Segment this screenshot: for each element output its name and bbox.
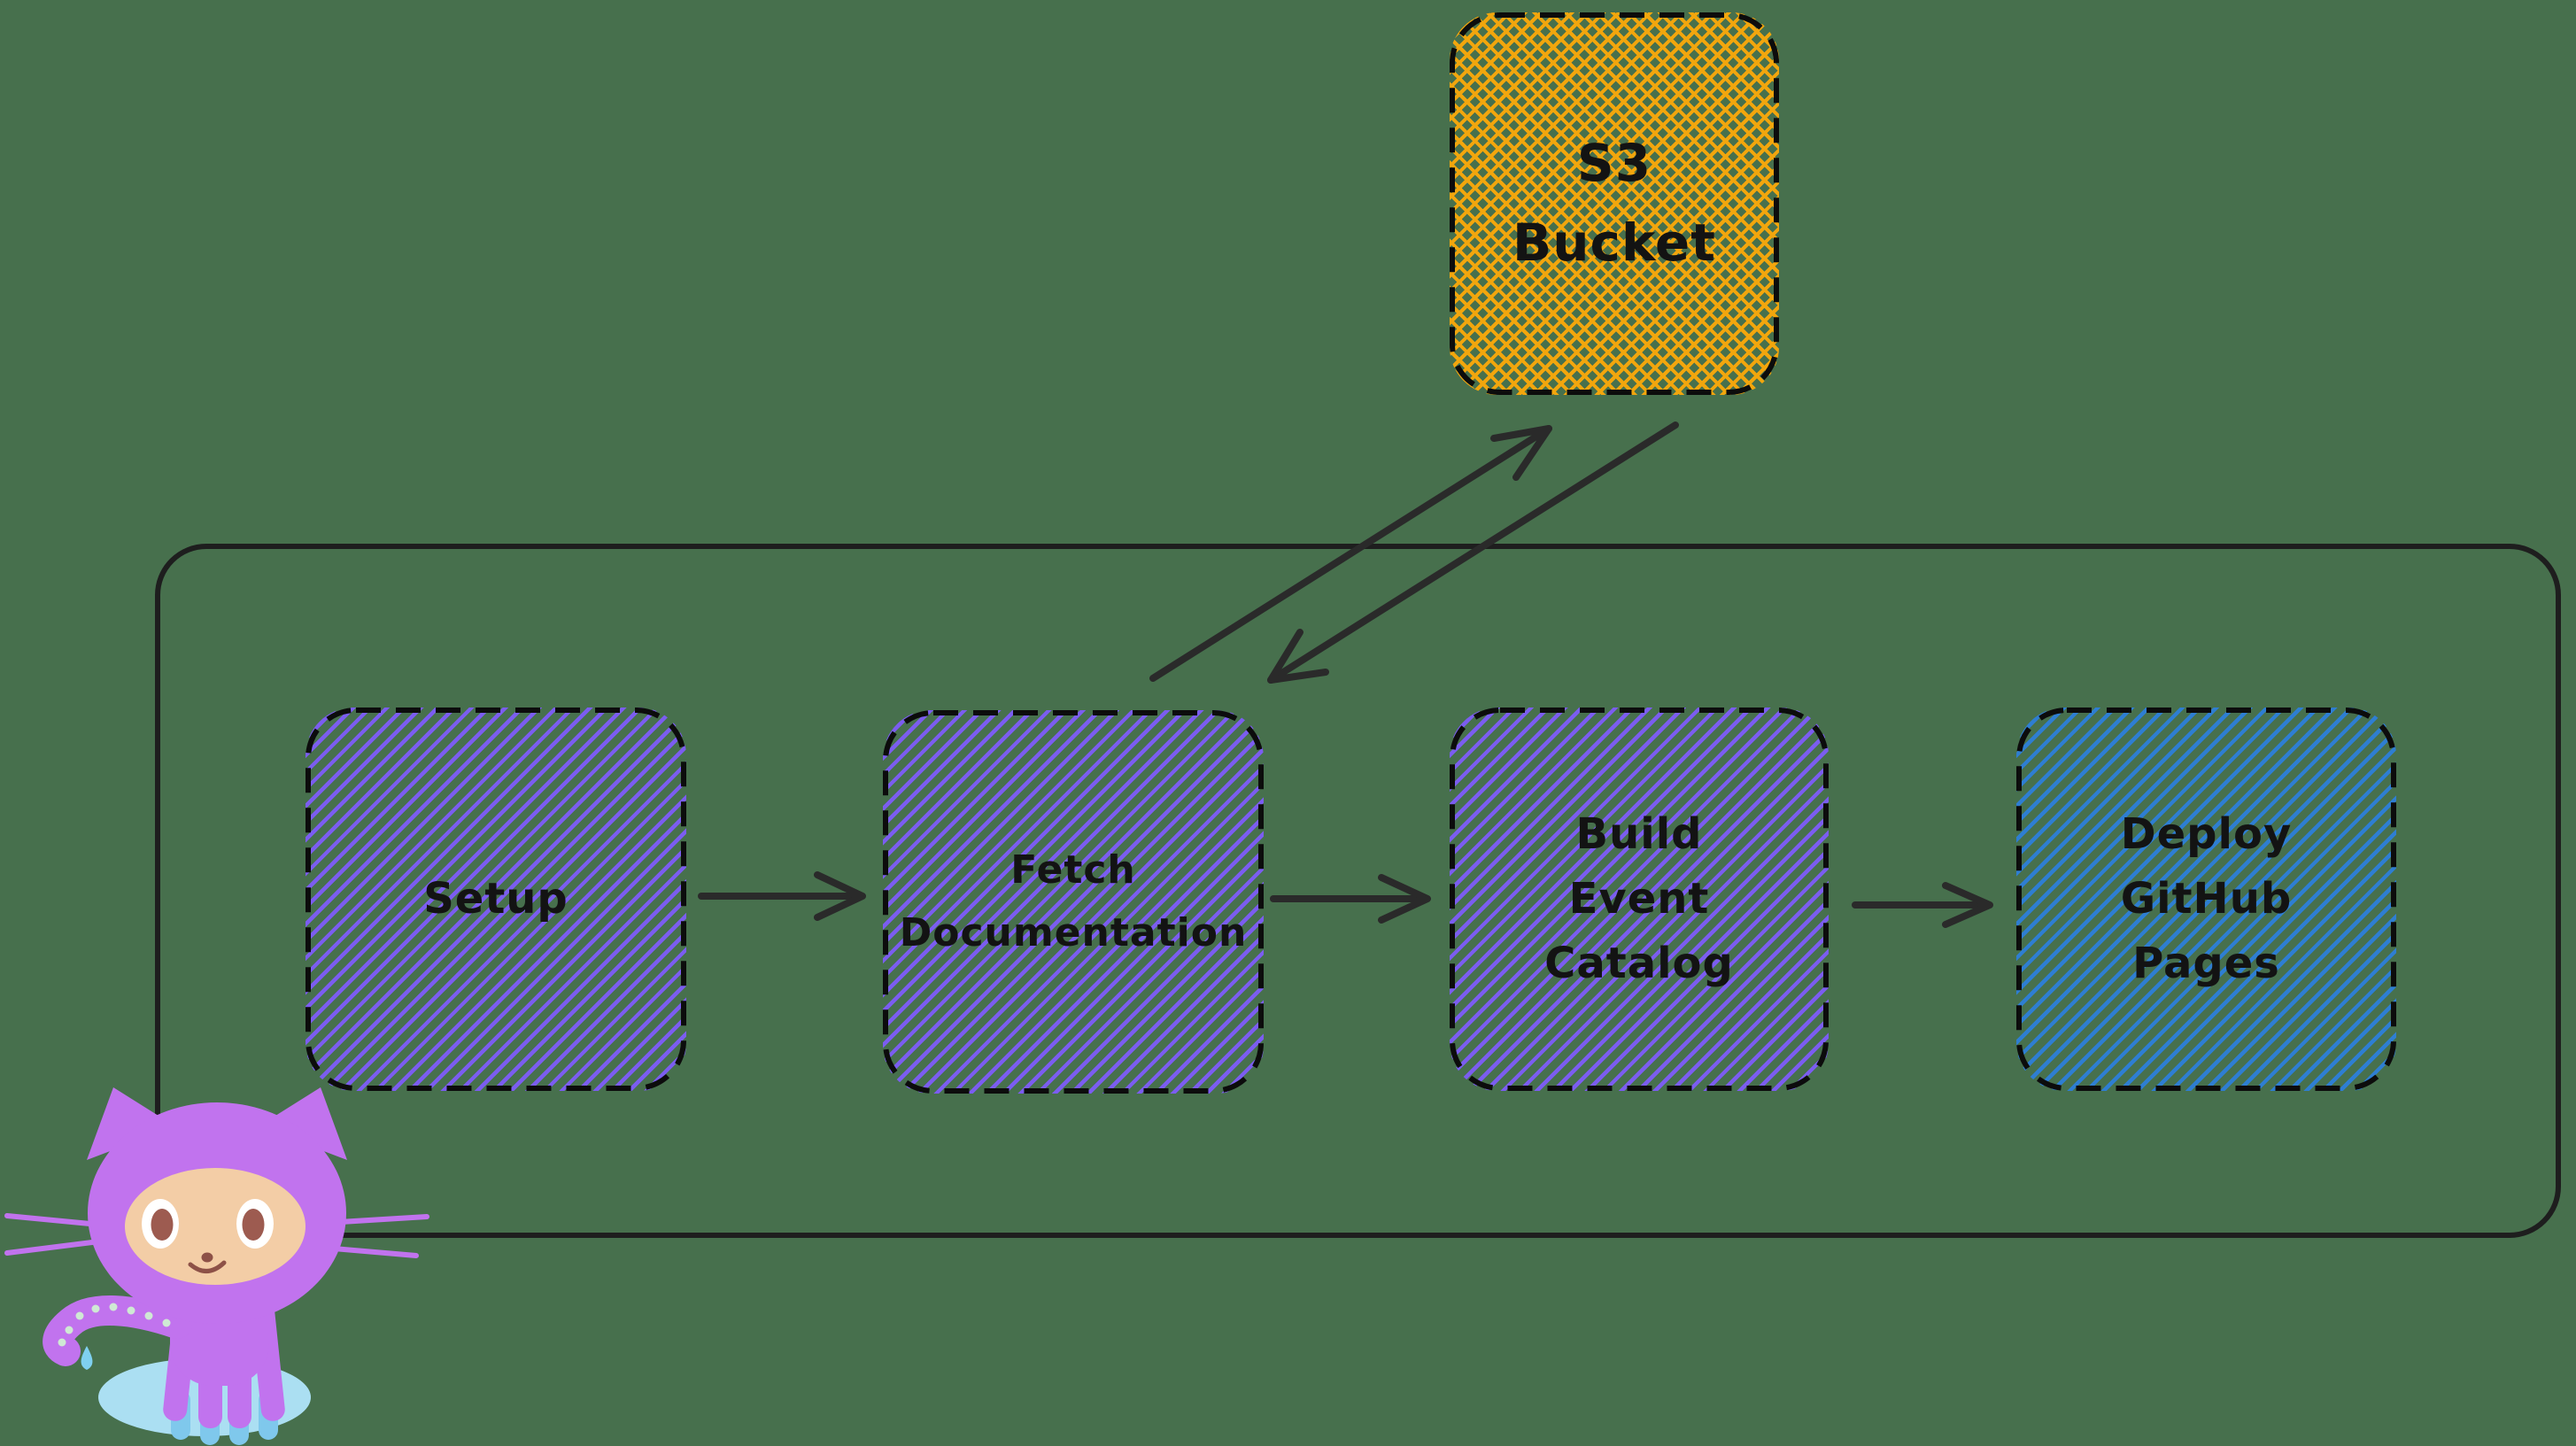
build-event-catalog-label: Build Event Catalog	[1544, 809, 1734, 988]
octocat-arm-tentacle	[43, 1295, 192, 1366]
node-build-event-catalog: Build Event Catalog	[1450, 708, 1829, 1091]
octocat-puddle	[98, 1358, 311, 1436]
octocat-nose	[201, 1252, 213, 1263]
octocat-mouth	[188, 1260, 227, 1273]
deploy-github-pages-label: Deploy GitHub Pages	[2120, 809, 2293, 988]
node-fetch-documentation: Fetch Documentation	[883, 710, 1264, 1094]
node-setup: Setup	[306, 708, 686, 1091]
octocat-body	[170, 1271, 269, 1386]
octocat-legs	[163, 1302, 285, 1428]
fetch-documentation-label: Fetch Documentation	[899, 847, 1248, 955]
octocat-arm-suckers	[58, 1303, 171, 1347]
setup-label: Setup	[423, 874, 569, 924]
s3-bucket-label: S3 Bucket	[1512, 133, 1716, 273]
node-deploy-github-pages: Deploy GitHub Pages	[2016, 708, 2396, 1091]
octocat-teardrop	[81, 1346, 93, 1370]
node-s3-bucket: S3 Bucket	[1450, 12, 1779, 395]
octocat-leg-reflections	[171, 1390, 278, 1445]
